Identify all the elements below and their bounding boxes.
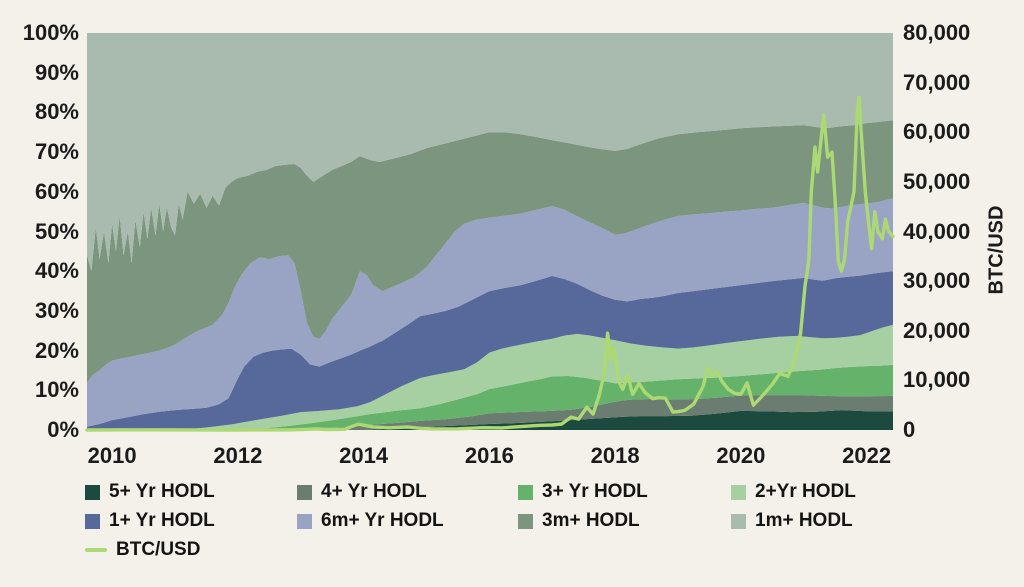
legend-item-hodl-3m: 3m+ HODL	[518, 510, 640, 532]
legend-item-hodl-3y: 3+ Yr HODL	[518, 481, 648, 503]
legend-label-hodl-1y: 1+ Yr HODL	[109, 510, 215, 531]
area-hodl-1m	[87, 33, 893, 272]
area-hodl-6m	[87, 198, 893, 427]
y-right-tick-40000: 40,000	[903, 218, 971, 244]
legend-line-swatch-btc-usd	[85, 548, 107, 552]
legend-square-swatch-hodl-1y	[85, 513, 100, 529]
y-left-tick-70: 70%	[34, 139, 79, 165]
legend-item-hodl-1m: 1m+ HODL	[731, 510, 853, 532]
y-left-tick-90: 90%	[34, 59, 79, 85]
legend-label-hodl-3y: 3+ Yr HODL	[542, 481, 648, 502]
area-hodl-2y	[87, 324, 893, 430]
x-tick-2016: 2016	[464, 443, 514, 468]
y-right-tick-80000: 80,000	[903, 20, 971, 45]
y-left-tick-50: 50%	[34, 218, 79, 244]
y-right-tick-20000: 20,000	[903, 317, 971, 343]
y-left-tick-0: 0%	[47, 417, 79, 442]
legend-square-swatch-hodl-3m	[518, 513, 533, 529]
y-right-tick-70000: 70,000	[903, 69, 971, 95]
x-tick-2018: 2018	[590, 443, 640, 468]
legend-label-hodl-6m: 6m+ Yr HODL	[321, 510, 444, 531]
y-right-tick-0: 0	[903, 417, 916, 442]
x-tick-2022: 2022	[842, 443, 892, 468]
area-hodl-3y	[87, 364, 893, 430]
legend-square-swatch-hodl-5y	[85, 484, 100, 500]
area-hodl-1y	[87, 271, 893, 430]
y-right-tick-10000: 10,000	[903, 367, 971, 393]
y-left-tick-40: 40%	[34, 258, 79, 284]
area-hodl-3m	[87, 120, 893, 383]
legend-item-hodl-5y: 5+ Yr HODL	[85, 481, 215, 503]
y-left-tick-80: 80%	[34, 99, 79, 125]
legend-square-swatch-hodl-6m	[297, 513, 312, 529]
legend-square-swatch-hodl-3y	[518, 484, 533, 500]
x-tick-2014: 2014	[339, 443, 389, 468]
legend-label-hodl-2y: 2+Yr HODL	[755, 481, 856, 502]
x-tick-2012: 2012	[213, 443, 263, 468]
legend-label-hodl-3m: 3m+ HODL	[542, 510, 640, 531]
legend-item-btc-usd: BTC/USD	[85, 539, 200, 561]
y-left-tick-100: 100%	[22, 20, 79, 45]
x-tick-2020: 2020	[716, 443, 766, 468]
btc-usd-price-line	[85, 95, 895, 432]
legend-label-hodl-5y: 5+ Yr HODL	[109, 481, 215, 502]
y-left-tick-30: 30%	[34, 297, 79, 323]
legend-item-hodl-2y: 2+Yr HODL	[731, 481, 856, 503]
legend-square-swatch-hodl-4y	[297, 484, 312, 500]
y-left-tick-20: 20%	[34, 337, 79, 363]
legend-item-hodl-6m: 6m+ Yr HODL	[297, 510, 444, 532]
y-right-tick-50000: 50,000	[903, 168, 971, 194]
y-right-tick-30000: 30,000	[903, 268, 971, 294]
legend-label-hodl-4y: 4+ Yr HODL	[321, 481, 427, 502]
legend-item-hodl-4y: 4+ Yr HODL	[297, 481, 427, 503]
legend-label-btc-usd: BTC/USD	[116, 539, 201, 560]
x-tick-2010: 2010	[87, 443, 137, 468]
legend-square-swatch-hodl-1m	[731, 513, 746, 529]
legend-label-hodl-1m: 1m+ HODL	[755, 510, 853, 531]
legend-item-hodl-1y: 1+ Yr HODL	[85, 510, 215, 532]
y-left-tick-10: 10%	[34, 377, 79, 403]
y-left-tick-60: 60%	[34, 178, 79, 204]
y-right-tick-60000: 60,000	[903, 119, 971, 145]
area-hodl-5y	[87, 410, 893, 430]
right-axis-title: BTC/USD	[985, 205, 1008, 295]
legend-square-swatch-hodl-2y	[731, 484, 746, 500]
